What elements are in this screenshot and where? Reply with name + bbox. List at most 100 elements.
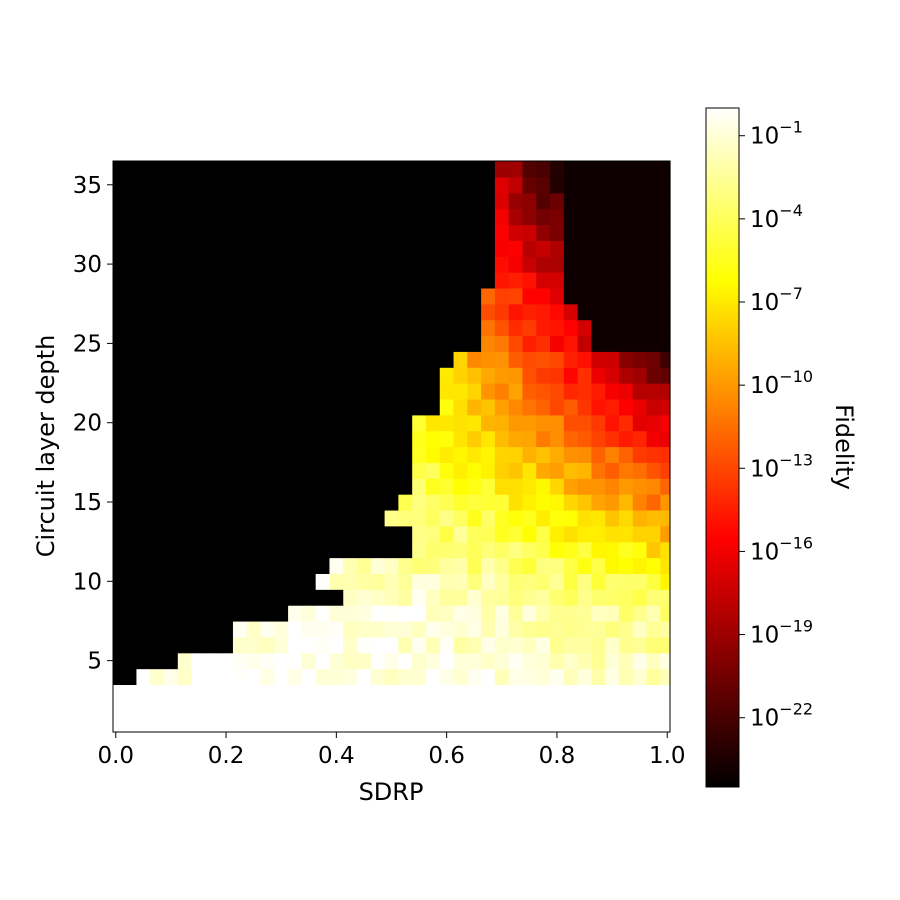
heatmap-cell: [605, 319, 620, 337]
heatmap-cell: [412, 462, 427, 479]
heatmap-cell: [453, 272, 468, 289]
heatmap-cell: [260, 525, 275, 543]
heatmap-cell: [439, 430, 455, 448]
heatmap-cell: [536, 224, 551, 241]
heatmap-cell: [301, 509, 317, 527]
heatmap-cell: [232, 351, 248, 368]
heatmap-cell: [164, 430, 179, 448]
heatmap-cell: [219, 272, 234, 289]
heatmap-cell: [274, 573, 289, 590]
heatmap-cell: [453, 208, 468, 226]
heatmap-cell: [122, 668, 138, 686]
heatmap-cell: [219, 700, 234, 717]
heatmap-cell: [219, 161, 234, 178]
heatmap-cell: [591, 684, 606, 701]
heatmap-cell: [467, 414, 482, 432]
heatmap-cell: [177, 716, 193, 733]
heatmap-cell: [288, 620, 303, 638]
heatmap-cell: [522, 478, 537, 495]
heatmap-cell: [522, 398, 537, 416]
heatmap-cell: [329, 684, 344, 701]
heatmap-cell: [205, 589, 220, 606]
heatmap-cell: [494, 224, 510, 241]
heatmap-cell: [439, 414, 455, 432]
heatmap-cell: [577, 446, 593, 463]
heatmap-cell: [205, 716, 220, 733]
heatmap-cell: [384, 494, 399, 511]
heatmap-cell: [301, 287, 317, 305]
heatmap-cell: [467, 462, 482, 479]
heatmap-cell: [660, 256, 671, 273]
heatmap-cell: [660, 240, 671, 257]
heatmap-cell: [122, 700, 138, 717]
heatmap-cell: [315, 319, 331, 337]
heatmap-cell: [205, 256, 220, 273]
heatmap-cell: [453, 668, 468, 686]
heatmap-cell: [660, 383, 671, 400]
heatmap-cell: [536, 272, 551, 289]
heatmap-cell: [646, 335, 661, 352]
heatmap-cell: [632, 319, 648, 337]
heatmap-cell: [232, 557, 248, 574]
heatmap-cell: [453, 462, 468, 479]
heatmap-cell: [164, 383, 179, 400]
heatmap-cell: [425, 605, 441, 622]
heatmap-cell: [260, 684, 275, 701]
heatmap-cell: [563, 161, 579, 178]
heatmap-cell: [370, 541, 386, 559]
heatmap-cell: [329, 383, 344, 400]
heatmap-cell: [246, 446, 262, 463]
heatmap-cell: [591, 509, 606, 527]
heatmap-cell: [122, 494, 138, 511]
heatmap-cell: [494, 367, 510, 384]
heatmap-cell: [646, 700, 661, 717]
heatmap-cell: [205, 462, 220, 479]
heatmap-cell: [150, 557, 165, 574]
heatmap-cell: [398, 557, 413, 574]
heatmap-cell: [191, 240, 206, 257]
heatmap-cell: [288, 462, 303, 479]
heatmap-cell: [398, 176, 413, 194]
heatmap-cell: [453, 525, 468, 543]
heatmap-cell: [384, 351, 399, 368]
heatmap-cell: [536, 684, 551, 701]
heatmap-cell: [136, 367, 151, 384]
heatmap-cell: [660, 192, 671, 210]
heatmap-cell: [591, 557, 606, 574]
heatmap-cell: [398, 573, 413, 590]
heatmap-cell: [315, 383, 331, 400]
heatmap-cell: [577, 303, 593, 321]
heatmap-cell: [425, 446, 441, 463]
heatmap-cell: [384, 684, 399, 701]
heatmap-cell: [412, 446, 427, 463]
heatmap-cell: [577, 161, 593, 178]
heatmap-cell: [122, 287, 138, 305]
heatmap-cell: [274, 509, 289, 527]
heatmap-cell: [357, 700, 372, 717]
heatmap-cell: [508, 716, 524, 733]
heatmap-cell: [177, 700, 193, 717]
heatmap-cell: [550, 192, 565, 210]
heatmap-cell: [412, 668, 427, 686]
heatmap-cell: [260, 176, 275, 194]
heatmap-cell: [164, 716, 179, 733]
heatmap-cell: [288, 652, 303, 670]
heatmap-cell: [467, 367, 482, 384]
heatmap-cell: [550, 224, 565, 241]
heatmap-cell: [315, 620, 331, 638]
heatmap-cell: [481, 573, 496, 590]
heatmap-cell: [177, 605, 193, 622]
heatmap-cell: [384, 446, 399, 463]
heatmap-cell: [205, 414, 220, 432]
heatmap-cell: [246, 176, 262, 194]
heatmap-cell: [260, 652, 275, 670]
heatmap-cell: [219, 398, 234, 416]
heatmap-cell: [191, 462, 206, 479]
heatmap-cell: [246, 192, 262, 210]
heatmap-cell: [357, 414, 372, 432]
heatmap-cell: [660, 430, 671, 448]
heatmap-cell: [646, 272, 661, 289]
heatmap-cell: [274, 700, 289, 717]
heatmap-cell: [618, 351, 634, 368]
heatmap-cell: [591, 668, 606, 686]
